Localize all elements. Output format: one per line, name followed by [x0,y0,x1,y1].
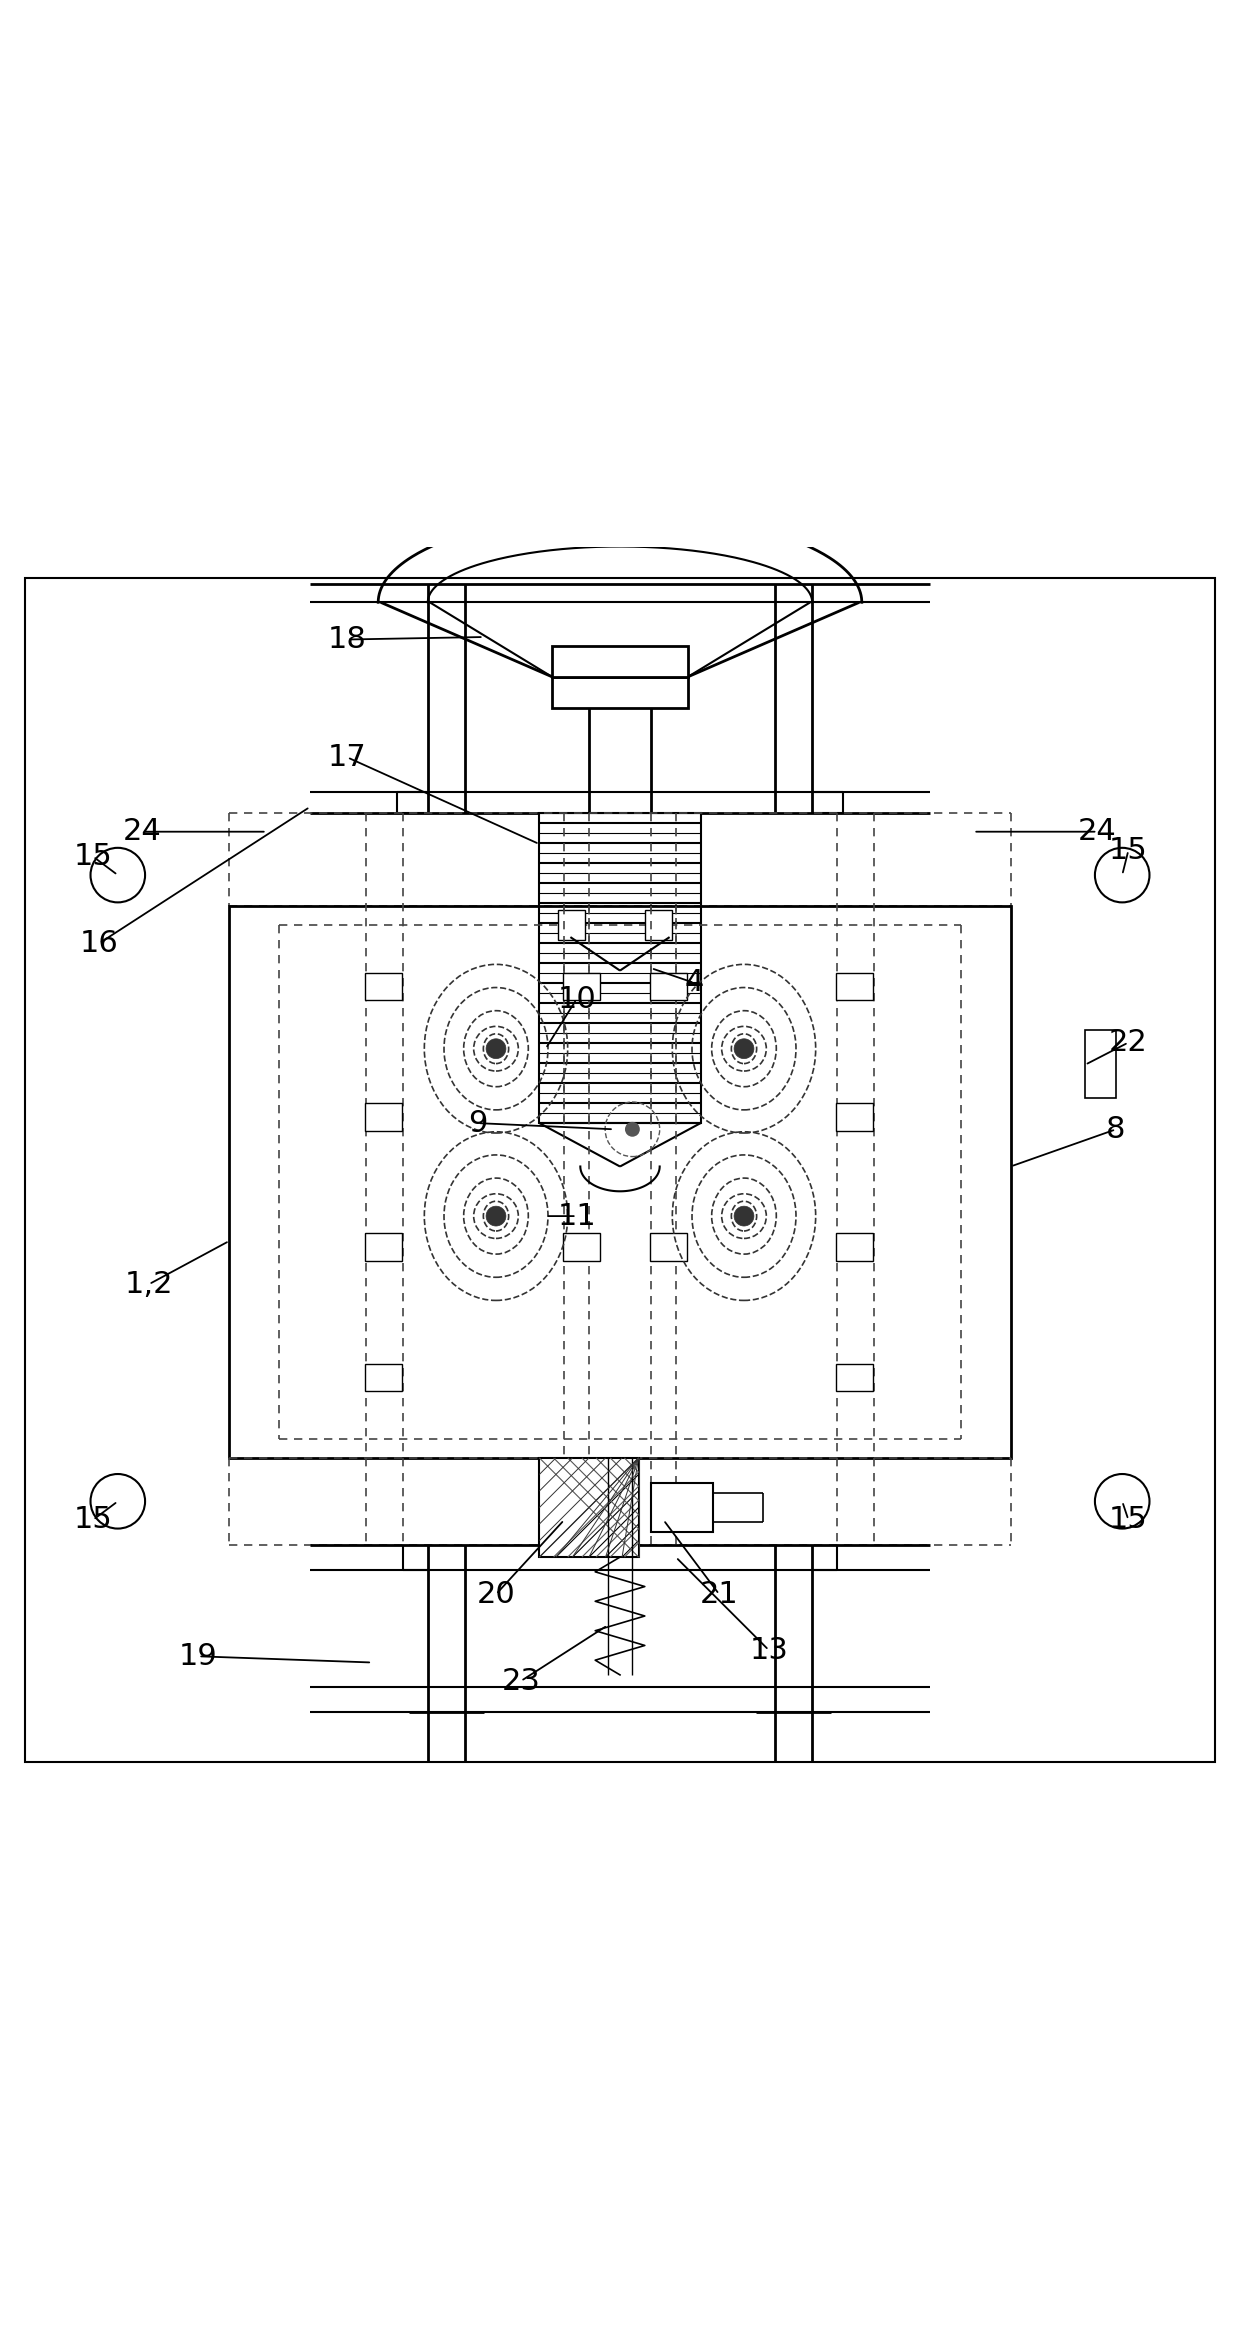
Text: 1,2: 1,2 [124,1269,174,1299]
Bar [229,905,1011,1458]
Bar [365,973,402,1001]
Text: 18: 18 [327,625,367,653]
Text: 22: 22 [1109,1029,1148,1057]
Text: 17: 17 [327,742,367,772]
Bar [836,1104,873,1132]
Text: 11: 11 [557,1201,596,1229]
Circle shape [486,1206,506,1227]
Bar [365,1365,402,1390]
Text: 10: 10 [557,985,596,1013]
Text: 19: 19 [179,1642,218,1670]
Bar [650,1234,687,1260]
Bar [552,646,688,677]
Bar [836,973,873,1001]
Text: 24: 24 [1078,817,1117,847]
Text: 9: 9 [467,1108,487,1139]
Bar [836,1234,873,1260]
Circle shape [625,1122,640,1136]
Text: 24: 24 [123,817,162,847]
Circle shape [486,1038,506,1059]
Bar [539,814,701,1122]
Bar [552,677,688,707]
Bar [558,910,585,940]
Bar [645,910,672,940]
Text: 21: 21 [699,1579,739,1610]
Bar [650,973,687,1001]
Bar [651,1484,713,1533]
Bar [539,1458,639,1556]
Text: 15: 15 [1109,835,1148,866]
Text: 8: 8 [1106,1115,1126,1143]
Bar [365,1234,402,1260]
Circle shape [734,1038,754,1059]
Text: 15: 15 [73,842,113,870]
Circle shape [734,1206,754,1227]
Text: 13: 13 [749,1635,789,1666]
Text: 4: 4 [684,968,704,999]
Bar [1085,1031,1116,1099]
Bar [836,1365,873,1390]
Text: 23: 23 [501,1666,541,1696]
Bar [365,1104,402,1132]
Bar [563,973,600,1001]
Text: 20: 20 [476,1579,516,1610]
Bar [563,1234,600,1260]
Text: 15: 15 [73,1505,113,1535]
Text: 15: 15 [1109,1505,1148,1535]
Text: 16: 16 [79,929,119,959]
